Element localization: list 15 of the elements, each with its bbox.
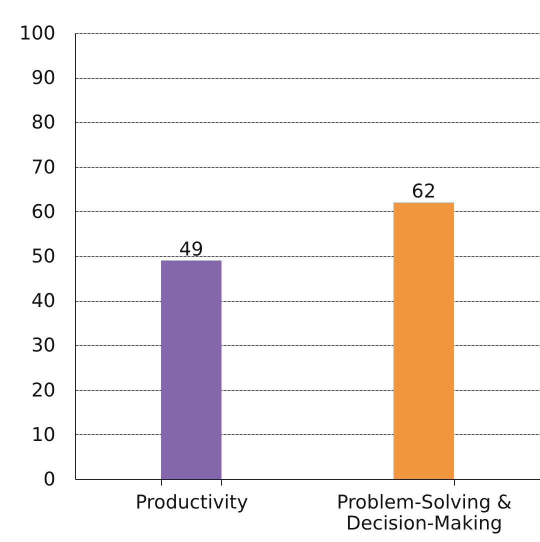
y-tick-label: 40 (31, 290, 56, 312)
y-tick-label: 80 (31, 112, 56, 134)
y-tick-label: 20 (31, 379, 56, 402)
y-tick-label: 0 (43, 468, 56, 490)
y-tick-label: 70 (31, 156, 56, 178)
y-tick-label: 30 (31, 334, 56, 357)
y-tick-label: 50 (31, 246, 56, 268)
data-label: 62 (412, 180, 436, 202)
y-tick-label: 60 (31, 200, 56, 223)
x-tick-label: Problem-Solving & Decision-Making (336, 492, 512, 534)
y-tick-label: 90 (31, 67, 56, 90)
y-tick-label: 100 (19, 22, 56, 44)
data-label: 49 (179, 238, 204, 260)
y-tick-label: 10 (31, 424, 56, 446)
x-tick-label: Productivity (135, 492, 248, 514)
